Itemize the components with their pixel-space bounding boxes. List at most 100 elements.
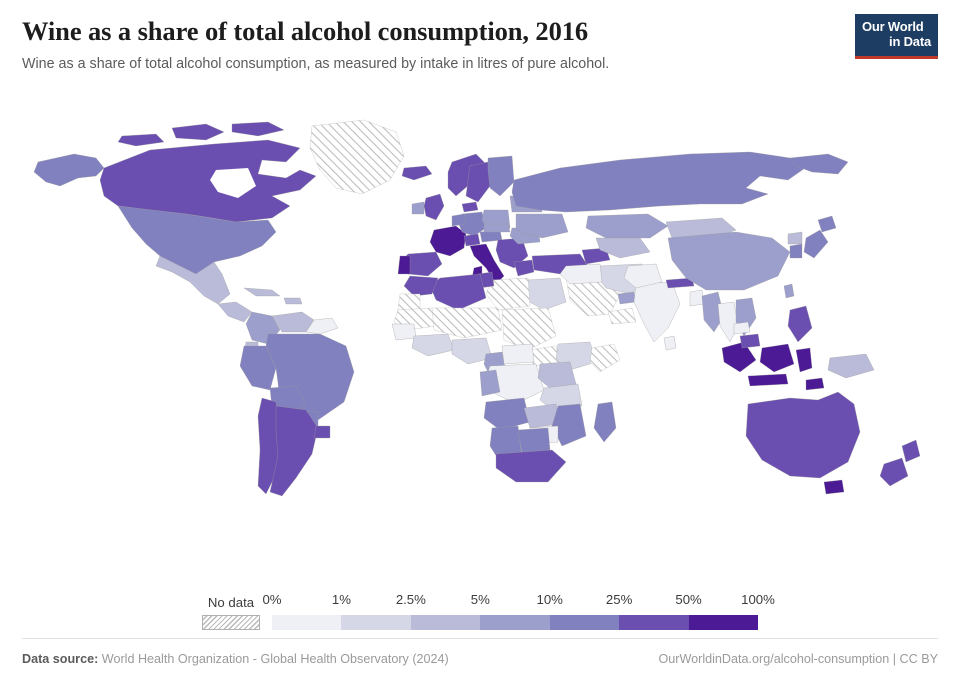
country-taiwan[interactable]	[784, 284, 794, 298]
country-cambodia[interactable]	[734, 322, 750, 334]
country-belgium-netherlands[interactable]	[452, 214, 466, 226]
country-ukraine[interactable]	[516, 214, 568, 238]
legend-bin-4[interactable]	[549, 615, 620, 630]
country-united-kingdom[interactable]	[424, 194, 444, 220]
country-france[interactable]	[430, 226, 466, 256]
country-thailand[interactable]	[718, 302, 738, 342]
country-nepal-bhutan[interactable]	[666, 278, 694, 288]
country-united-states[interactable]	[118, 206, 276, 274]
country-russia[interactable]	[512, 152, 808, 212]
country-guyanas[interactable]	[306, 318, 338, 334]
country-gabon-congo[interactable]	[480, 370, 500, 396]
country-iceland[interactable]	[402, 166, 432, 180]
country-sumatra[interactable]	[722, 342, 756, 372]
map-legend[interactable]: No data 0% 1% 2.5% 5% 10% 25% 50% 100%	[0, 580, 960, 638]
country-china[interactable]	[668, 232, 790, 290]
country-north-korea[interactable]	[788, 232, 802, 244]
country-malaysia[interactable]	[740, 334, 760, 348]
owid-logo-line1: Our World	[862, 19, 924, 34]
legend-tick-4: 10%	[536, 592, 563, 607]
country-algeria[interactable]	[430, 274, 486, 310]
country-south-korea[interactable]	[790, 244, 802, 258]
country-japan-north[interactable]	[818, 216, 836, 232]
legend-bin-3[interactable]	[480, 615, 550, 630]
country-kazakhstan[interactable]	[586, 214, 668, 238]
country-hispaniola[interactable]	[284, 298, 302, 304]
legend-no-data[interactable]: No data	[202, 595, 260, 630]
country-greece[interactable]	[514, 260, 534, 276]
country-mali-niger[interactable]	[432, 308, 502, 338]
country-botswana[interactable]	[518, 428, 550, 454]
legend-bin-2[interactable]	[410, 615, 481, 630]
country-canada-arctic-3[interactable]	[118, 134, 164, 146]
data-source[interactable]: Data source: World Health Organization -…	[22, 652, 449, 666]
country-india[interactable]	[634, 282, 680, 342]
country-denmark[interactable]	[462, 202, 478, 212]
country-pakistan-afghanistan[interactable]	[624, 264, 662, 288]
country-czechia-slovakia[interactable]	[484, 224, 510, 232]
country-libya[interactable]	[486, 278, 530, 310]
country-madagascar[interactable]	[594, 402, 616, 442]
owid-logo[interactable]: Our World in Data	[855, 14, 938, 60]
country-ireland[interactable]	[412, 202, 424, 214]
country-uruguay[interactable]	[314, 426, 330, 438]
country-greenland[interactable]	[310, 120, 404, 194]
country-central-asia[interactable]	[596, 238, 650, 258]
country-papua-new-guinea[interactable]	[828, 354, 874, 378]
owid-url-license[interactable]: OurWorldinData.org/alcohol-consumption |…	[658, 651, 938, 666]
owid-logo-line2: in Data	[889, 33, 931, 49]
legend-bin-5[interactable]	[619, 615, 689, 630]
country-canada-arctic-1[interactable]	[172, 124, 224, 140]
legend-bin-0[interactable]	[272, 615, 342, 630]
country-philippines[interactable]	[788, 306, 812, 342]
country-alaska[interactable]	[34, 154, 104, 186]
legend-no-data-swatch[interactable]	[202, 615, 260, 630]
country-russia-far-east[interactable]	[790, 154, 848, 174]
country-mozambique[interactable]	[552, 404, 586, 446]
country-egypt[interactable]	[526, 278, 566, 310]
legend-color-ramp[interactable]: 0% 1% 2.5% 5% 10% 25% 50% 100%	[262, 592, 775, 630]
country-canada-arctic-2[interactable]	[232, 122, 284, 136]
world-map-svg[interactable]	[0, 80, 960, 580]
map-countries-layer[interactable]	[34, 120, 920, 496]
country-western-sahara[interactable]	[398, 294, 420, 310]
country-west-africa-coast[interactable]	[412, 334, 454, 356]
country-bangladesh[interactable]	[690, 290, 704, 306]
country-sulawesi[interactable]	[796, 348, 812, 372]
country-borneo[interactable]	[760, 344, 794, 372]
country-switzerland[interactable]	[464, 234, 480, 246]
country-new-zealand-north[interactable]	[902, 440, 920, 462]
data-source-text: World Health Organization - Global Healt…	[101, 651, 449, 666]
country-portugal[interactable]	[398, 256, 410, 274]
country-angola[interactable]	[484, 398, 530, 430]
legend-bin-6[interactable]	[688, 615, 758, 630]
country-sri-lanka[interactable]	[664, 336, 676, 350]
country-georgia-caucasus[interactable]	[582, 248, 610, 264]
country-south-africa[interactable]	[496, 450, 566, 482]
hudson-bay	[210, 168, 256, 199]
country-yemen-oman[interactable]	[608, 308, 636, 324]
world-map[interactable]	[0, 74, 960, 580]
country-chad-sudan[interactable]	[502, 308, 556, 350]
country-somalia[interactable]	[590, 344, 620, 372]
country-iraq-syria[interactable]	[560, 264, 602, 284]
country-senegal-guinea[interactable]	[392, 324, 416, 340]
country-car[interactable]	[502, 344, 534, 364]
country-tasmania[interactable]	[824, 480, 844, 494]
country-morocco[interactable]	[404, 276, 438, 296]
country-central-america[interactable]	[218, 302, 252, 322]
country-japan[interactable]	[804, 230, 828, 258]
country-new-zealand-south[interactable]	[880, 458, 908, 486]
country-myanmar[interactable]	[702, 292, 724, 332]
country-sweden[interactable]	[466, 162, 490, 202]
legend-bin-1[interactable]	[341, 615, 411, 630]
country-cuba[interactable]	[244, 288, 280, 296]
country-argentina[interactable]	[270, 406, 318, 496]
legend-bins[interactable]	[272, 615, 758, 630]
country-timor[interactable]	[806, 378, 824, 390]
country-java[interactable]	[748, 374, 788, 386]
country-australia[interactable]	[746, 392, 860, 478]
country-uae-qatar[interactable]	[618, 292, 636, 304]
country-finland[interactable]	[488, 156, 514, 196]
country-nigeria[interactable]	[452, 338, 492, 364]
